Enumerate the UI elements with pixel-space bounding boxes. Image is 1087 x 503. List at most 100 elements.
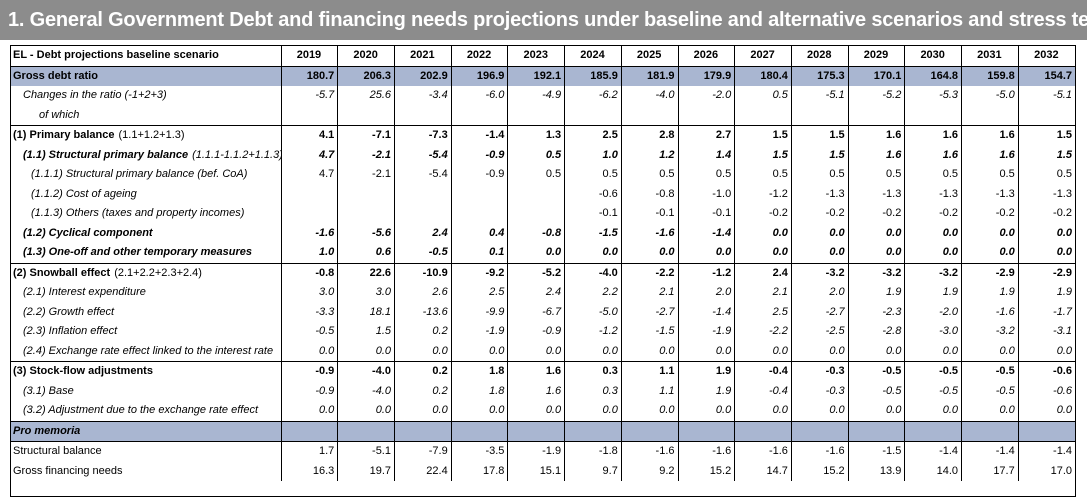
table-cell: 15.2 (790, 461, 849, 481)
table-cell: 1.6 (904, 125, 962, 146)
row-label-formula: (1.1.1-1.1.2+1.1.3) (192, 148, 282, 161)
row-label-text: (3.2) Adjustment due to the exchange rat… (23, 404, 259, 417)
table-cell: 0.0 (904, 401, 962, 421)
table-cell: -1.3 (1017, 184, 1075, 204)
year-header-2032: 2032 (1017, 46, 1075, 67)
table-cell: 14.0 (904, 461, 962, 481)
table-cell: 0.5 (507, 145, 565, 165)
row-label-text: Gross debt ratio (13, 69, 98, 82)
row-label-text: Pro memoria (13, 424, 81, 437)
table-cell (564, 420, 622, 442)
row-label-text: (2.1) Interest expenditure (23, 286, 146, 299)
table-cell (904, 105, 962, 126)
table-cell: -2.9 (1017, 262, 1075, 283)
row-label: (3) Stock-flow adjustments (11, 361, 282, 382)
table-cell: 0.0 (790, 341, 849, 362)
table-cell (394, 184, 452, 204)
table-cell: 1.6 (961, 145, 1019, 165)
table-cell: -3.2 (847, 262, 905, 283)
table-cell: -0.2 (734, 204, 792, 224)
table-cell: 15.1 (507, 461, 565, 481)
table-row: (2.3) Inflation effect -0.5 1.5 0.2 -1.9 -0.9… (11, 322, 1075, 342)
table-cell: -1.4 (961, 441, 1019, 462)
table-cell: -3.4 (394, 86, 452, 106)
table-cell: 1.0 (280, 243, 338, 263)
row-label: (2.2) Growth effect (11, 303, 281, 323)
table-cell: 2.7 (677, 125, 735, 146)
table-row: (1.3) One-off and other temporary measur… (11, 243, 1075, 263)
table-cell (790, 420, 849, 442)
table-cell: -5.3 (904, 86, 962, 106)
table-cell: -6.7 (507, 302, 565, 322)
table-row: (2.2) Growth effect -3.3 18.1 -13.6 -9.9 -6.7… (11, 302, 1075, 323)
table-cell: 0.0 (280, 341, 338, 362)
table-cell: 9.2 (620, 461, 679, 481)
row-label: Gross debt ratio (11, 66, 282, 86)
row-label-text: (1.1) Structural primary balance (23, 148, 189, 161)
table-cell: -3.0 (904, 322, 962, 342)
row-label-text: (1.2) Cyclical component (23, 226, 153, 239)
table-cell: 1.5 (337, 322, 395, 342)
table-cell: -5.0 (961, 86, 1019, 106)
row-label: (1.2) Cyclical component (11, 224, 281, 244)
row-label-text: Structural balance (13, 445, 102, 458)
table-cell: 1.6 (847, 125, 905, 146)
table-cell: 196.9 (450, 66, 508, 86)
table-cell: 0.0 (904, 243, 962, 263)
table-row: (1.1) Structural primary balance (1.1.1-1… (11, 145, 1075, 165)
table-cell: 3.0 (280, 283, 338, 303)
table-cell: 2.6 (394, 283, 452, 303)
table-cell (280, 105, 338, 126)
table-cell: -7.1 (337, 125, 395, 146)
table-cell: -7.9 (394, 441, 452, 462)
table-cell: 0.0 (734, 243, 792, 263)
table-cell: 0.0 (507, 243, 565, 263)
table-cell: 0.0 (337, 341, 395, 362)
table-cell: -0.9 (280, 381, 338, 401)
table-cell: 1.3 (507, 125, 565, 146)
year-header-2031: 2031 (961, 46, 1019, 67)
table-cell: 13.9 (847, 461, 905, 481)
table-cell: 14.7 (734, 461, 792, 481)
table-cell: -0.6 (1017, 381, 1075, 401)
table-cell: -6.0 (450, 86, 508, 106)
table-cell: 18.1 (337, 302, 395, 322)
table-cell (337, 204, 395, 224)
table-cell: -13.6 (394, 302, 452, 322)
year-header-2019: 2019 (280, 46, 338, 67)
table-cell: 0.0 (1017, 243, 1075, 263)
table-cell: -0.9 (507, 322, 565, 342)
table-cell: 0.0 (734, 341, 792, 362)
table-cell: 2.8 (620, 125, 679, 146)
table-cell: -1.3 (790, 184, 849, 204)
table-cell: 0.5 (734, 165, 792, 185)
table-cell: -5.4 (394, 145, 452, 165)
table-cell (677, 420, 735, 442)
table-cell: -0.4 (734, 381, 792, 401)
table-cell: 0.0 (904, 223, 962, 243)
table-cell: -2.8 (847, 322, 905, 342)
table-cell: 1.9 (847, 283, 905, 303)
table-cell: -5.1 (1017, 86, 1075, 106)
table-cell (507, 105, 565, 126)
year-header-2030: 2030 (904, 46, 962, 67)
table-cell: 0.0 (734, 401, 792, 421)
table-cell: 1.9 (961, 283, 1019, 303)
table-cell: 1.5 (1017, 125, 1075, 146)
row-label-text: of which (39, 108, 80, 121)
table-cell: 1.6 (847, 145, 905, 165)
table-cell: 0.5 (620, 165, 679, 185)
table-cell: -5.2 (507, 262, 565, 283)
table-cell: -0.5 (394, 243, 452, 263)
table-cell: 1.9 (1017, 283, 1075, 303)
table-cell: 22.4 (394, 461, 452, 481)
table-cell: -2.1 (337, 165, 395, 185)
table-cell: 0.0 (280, 401, 338, 421)
table-cell: 0.0 (847, 243, 905, 263)
table-cell: 19.7 (337, 461, 395, 481)
table-cell: 0.0 (790, 401, 849, 421)
table-cell: -1.4 (904, 441, 962, 462)
table-cell: 0.0 (394, 401, 452, 421)
table-cell (280, 204, 338, 224)
table-cell: -1.3 (847, 184, 905, 204)
